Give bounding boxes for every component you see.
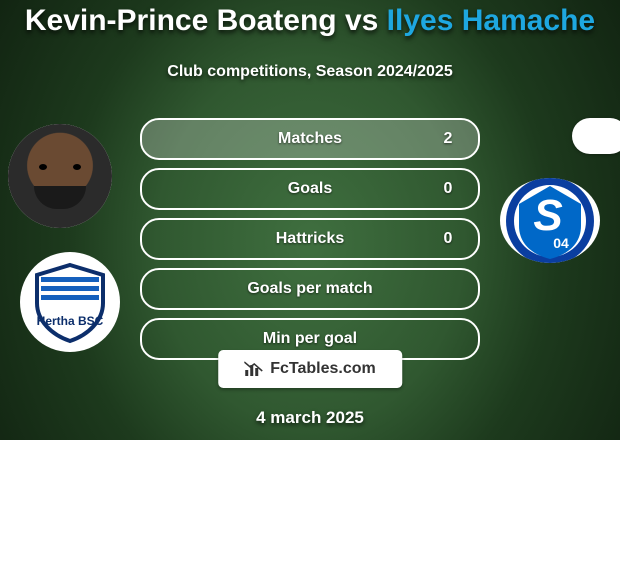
club-right-badge: S 04 bbox=[500, 178, 600, 263]
player-left-avatar bbox=[8, 124, 112, 228]
stat-row: Goals 0 bbox=[140, 168, 480, 210]
stat-row: Matches 2 bbox=[140, 118, 480, 160]
hertha-bsc-crest-icon: Hertha BSC bbox=[27, 259, 113, 345]
stat-label: Matches bbox=[278, 130, 342, 148]
svg-text:04: 04 bbox=[553, 235, 569, 251]
bar-chart-icon bbox=[244, 361, 264, 377]
stat-label: Min per goal bbox=[263, 330, 357, 348]
stat-right-value: 0 bbox=[418, 230, 478, 248]
stat-label: Hattricks bbox=[276, 230, 344, 248]
player-right-name: Ilyes Hamache bbox=[387, 4, 595, 37]
brand-text: FcTables.com bbox=[270, 360, 376, 378]
stat-rows: Matches 2 Goals 0 Hattricks 0 Goals per match M… bbox=[140, 118, 480, 368]
stat-label: Goals per match bbox=[247, 280, 372, 298]
stat-row: Goals per match bbox=[140, 268, 480, 310]
vs-label: vs bbox=[345, 4, 378, 37]
generated-date: 4 march 2025 bbox=[0, 408, 620, 428]
schalke-crest-icon: S 04 bbox=[503, 178, 597, 263]
stat-right-value: 0 bbox=[418, 180, 478, 198]
stat-label: Goals bbox=[288, 180, 332, 198]
brand-footer[interactable]: FcTables.com bbox=[218, 350, 402, 388]
club-left-badge: Hertha BSC bbox=[20, 252, 120, 352]
stat-right-value: 2 bbox=[418, 130, 478, 148]
player-left-name: Kevin-Prince Boateng bbox=[25, 4, 337, 37]
stat-row: Hattricks 0 bbox=[140, 218, 480, 260]
subtitle: Club competitions, Season 2024/2025 bbox=[0, 63, 620, 81]
page-title: Kevin-Prince Boateng vs Ilyes Hamache bbox=[0, 4, 620, 38]
comparison-card: Kevin-Prince Boateng vs Ilyes Hamache Cl… bbox=[0, 0, 620, 440]
face-sketch bbox=[8, 124, 112, 228]
svg-text:S: S bbox=[533, 191, 562, 240]
player-right-avatar bbox=[572, 118, 620, 154]
svg-text:Hertha BSC: Hertha BSC bbox=[37, 314, 104, 328]
